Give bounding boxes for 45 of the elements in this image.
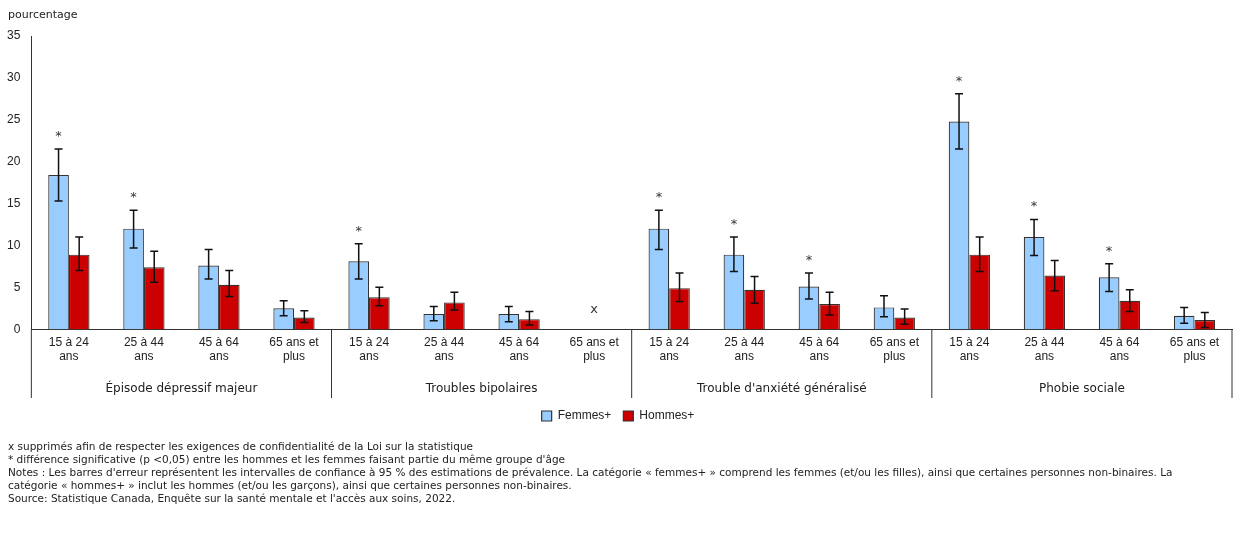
text: Troubles bipolaires xyxy=(424,381,538,396)
x-tick-label: 15 à 24 ans xyxy=(949,334,990,364)
source-note: Source: Statistique Canada, Enquête sur la santé mentale et l'accès aux soins, 2022. xyxy=(8,492,457,505)
x-tick-label: 65 ans et plus xyxy=(1169,334,1220,364)
y-tick-label: 15 xyxy=(6,195,21,210)
text: Phobie sociale xyxy=(1038,381,1125,396)
data-label: * xyxy=(655,189,663,205)
y-tick-label: 25 xyxy=(6,112,21,127)
data-label: * xyxy=(130,189,138,205)
legend-label: Femmes+ xyxy=(557,408,612,423)
text: Notes : Les barres d'erreur représentent les intervalles de confiance à 95 % des estimations de prévalence. La catégorie « femmes+ » comprend les femmes (et/ou les filles), ainsi que certaines personnes non-binaires. La catégorie « hommes+ » inclut les hommes (et/ou les garçons), ainsi que certaines personnes non-binaires. xyxy=(8,466,1174,492)
y-tick-label: 10 xyxy=(6,237,21,252)
x-tick-label: 25 à 44 ans xyxy=(724,334,765,364)
x-tick-label: 25 à 44 ans xyxy=(1024,334,1065,364)
x-tick-label: 45 à 64 ans xyxy=(499,334,540,364)
text: Trouble d'anxiété généralisé xyxy=(696,381,867,396)
x-tick-label: 15 à 24 ans xyxy=(649,334,690,364)
x-tick-label: 25 à 44 ans xyxy=(123,334,165,364)
data-label: * xyxy=(955,72,963,88)
text: x xyxy=(590,300,599,316)
x-tick-label: 65 ans et plus xyxy=(269,334,320,364)
data-label: * xyxy=(355,222,363,238)
data-label: * xyxy=(1030,198,1038,214)
data-label: * xyxy=(730,215,738,231)
data-label: * xyxy=(1105,242,1113,258)
x-tick-label: 15 à 24 ans xyxy=(349,334,390,364)
y-tick-label: 5 xyxy=(13,279,21,294)
y-tick-label: 30 xyxy=(6,70,21,85)
x-tick-label: 45 à 64 ans xyxy=(1099,334,1140,364)
x-tick-label: 45 à 64 ans xyxy=(799,334,840,364)
data-label: * xyxy=(805,251,813,267)
y-tick-label: 0 xyxy=(13,321,21,336)
x-tick-label: 65 ans et plus xyxy=(569,334,620,364)
text: Épisode dépressif majeur xyxy=(105,380,258,396)
legend-label: Hommes+ xyxy=(639,408,695,423)
x-tick-label: 15 à 24 ans xyxy=(48,334,90,364)
x-tick-label: 25 à 44 ans xyxy=(424,334,465,364)
x-tick-label: 45 à 64 ans xyxy=(198,334,240,364)
data-label: * xyxy=(55,127,63,143)
y-tick-label: 20 xyxy=(6,153,21,168)
x-tick-label: 65 ans et plus xyxy=(869,334,920,364)
y-axis-title: pourcentage xyxy=(8,8,78,21)
text: x supprimés afin de respecter les exigences de confidentialité de la Loi sur la statistique xyxy=(8,440,475,453)
text: * différence significative (p <0,05) entre les hommes et les femmes faisant partie du même groupe d'âge xyxy=(8,453,566,466)
y-tick-label: 35 xyxy=(6,28,21,43)
